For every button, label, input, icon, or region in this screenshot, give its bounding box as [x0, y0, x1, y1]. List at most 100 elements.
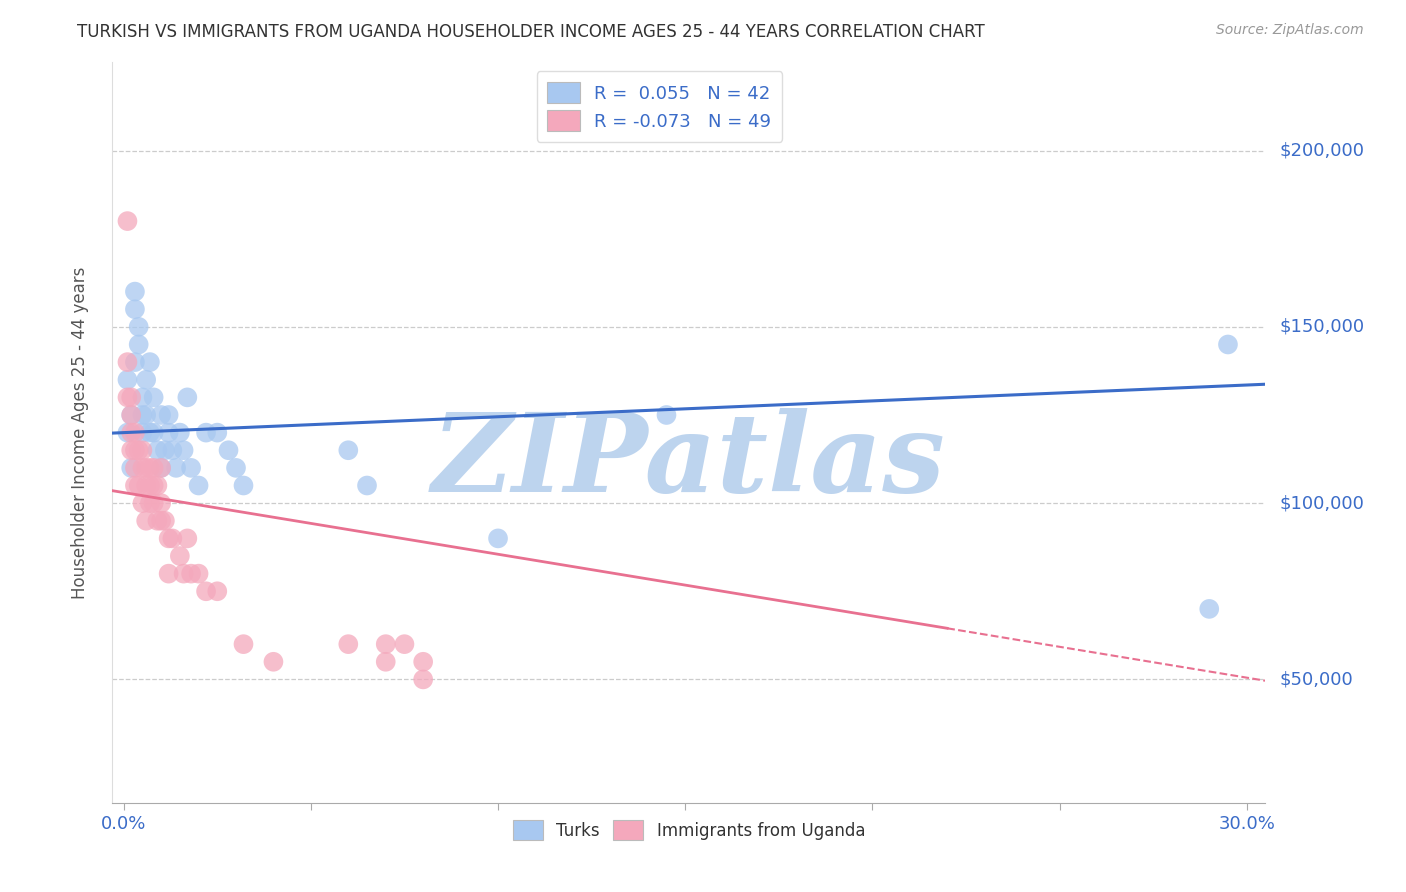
Text: TURKISH VS IMMIGRANTS FROM UGANDA HOUSEHOLDER INCOME AGES 25 - 44 YEARS CORRELAT: TURKISH VS IMMIGRANTS FROM UGANDA HOUSEH…: [77, 23, 986, 41]
Point: [162, 532, 184, 546]
Point: [120, 408, 142, 422]
Point: [139, 355, 162, 369]
Point: [128, 443, 150, 458]
Point: [655, 408, 678, 422]
Point: [117, 373, 139, 387]
Point: [124, 355, 146, 369]
Point: [139, 478, 162, 492]
Point: [135, 478, 157, 492]
Point: [128, 319, 150, 334]
Point: [232, 478, 254, 492]
Point: [356, 478, 378, 492]
Point: [146, 478, 169, 492]
Point: [225, 461, 247, 475]
Point: [176, 532, 198, 546]
Point: [150, 514, 173, 528]
Text: $100,000: $100,000: [1279, 494, 1364, 512]
Point: [124, 302, 146, 317]
Point: [142, 496, 165, 510]
Point: [142, 461, 165, 475]
Point: [262, 655, 284, 669]
Point: [124, 285, 146, 299]
Point: [135, 514, 157, 528]
Point: [169, 549, 191, 563]
Legend: Turks, Immigrants from Uganda: Turks, Immigrants from Uganda: [506, 814, 872, 847]
Point: [176, 390, 198, 404]
Point: [131, 425, 153, 440]
Point: [337, 637, 360, 651]
Point: [150, 461, 173, 475]
Point: [187, 478, 209, 492]
Point: [337, 443, 360, 458]
Point: [187, 566, 209, 581]
Point: [150, 496, 173, 510]
Point: [120, 390, 142, 404]
Point: [146, 443, 169, 458]
Point: [146, 514, 169, 528]
Point: [180, 566, 202, 581]
Point: [117, 214, 139, 228]
Point: [139, 425, 162, 440]
Point: [173, 566, 195, 581]
Point: [139, 461, 162, 475]
Point: [195, 425, 218, 440]
Point: [117, 355, 139, 369]
Point: [218, 443, 240, 458]
Point: [117, 390, 139, 404]
Point: [153, 514, 176, 528]
Point: [1198, 602, 1220, 616]
Point: [157, 425, 180, 440]
Point: [412, 655, 434, 669]
Point: [131, 443, 153, 458]
Point: [412, 673, 434, 687]
Point: [124, 478, 146, 492]
Point: [124, 443, 146, 458]
Point: [374, 655, 396, 669]
Point: [169, 425, 191, 440]
Point: [157, 408, 180, 422]
Point: [135, 373, 157, 387]
Text: $150,000: $150,000: [1279, 318, 1364, 336]
Point: [120, 425, 142, 440]
Point: [135, 408, 157, 422]
Point: [120, 461, 142, 475]
Point: [157, 566, 180, 581]
Point: [120, 443, 142, 458]
Point: [374, 637, 396, 651]
Point: [173, 443, 195, 458]
Y-axis label: Householder Income Ages 25 - 44 years: Householder Income Ages 25 - 44 years: [70, 267, 89, 599]
Point: [165, 461, 187, 475]
Point: [180, 461, 202, 475]
Point: [139, 496, 162, 510]
Text: $50,000: $50,000: [1279, 671, 1353, 689]
Point: [153, 443, 176, 458]
Point: [128, 478, 150, 492]
Point: [486, 532, 509, 546]
Point: [142, 390, 165, 404]
Text: Source: ZipAtlas.com: Source: ZipAtlas.com: [1216, 23, 1364, 37]
Point: [150, 461, 173, 475]
Point: [142, 478, 165, 492]
Point: [131, 496, 153, 510]
Point: [207, 425, 229, 440]
Point: [124, 425, 146, 440]
Point: [150, 408, 173, 422]
Text: ZIPatlas: ZIPatlas: [432, 409, 946, 516]
Point: [124, 461, 146, 475]
Point: [1216, 337, 1239, 351]
Point: [142, 425, 165, 440]
Point: [128, 337, 150, 351]
Point: [131, 390, 153, 404]
Point: [207, 584, 229, 599]
Point: [195, 584, 218, 599]
Point: [117, 425, 139, 440]
Point: [131, 461, 153, 475]
Point: [394, 637, 416, 651]
Point: [162, 443, 184, 458]
Point: [135, 461, 157, 475]
Text: $200,000: $200,000: [1279, 142, 1364, 160]
Point: [131, 408, 153, 422]
Point: [232, 637, 254, 651]
Point: [120, 408, 142, 422]
Point: [157, 532, 180, 546]
